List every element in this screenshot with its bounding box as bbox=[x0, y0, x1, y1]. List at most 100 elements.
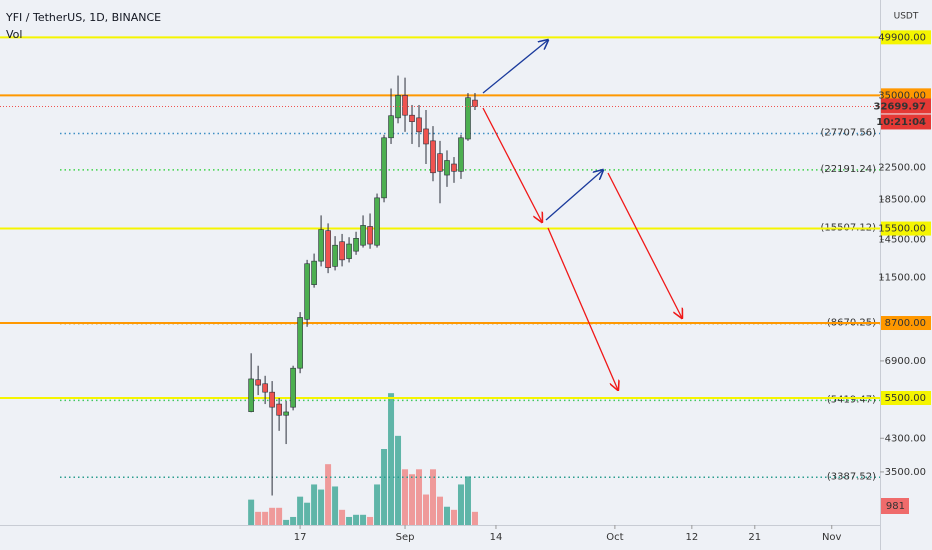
candle-body bbox=[465, 97, 471, 140]
arrow bbox=[545, 170, 603, 221]
volume-bar bbox=[248, 499, 255, 525]
candle-body bbox=[374, 197, 380, 246]
level-label: 5500.00 bbox=[885, 393, 926, 404]
candle-body bbox=[388, 115, 394, 139]
level-tag bbox=[881, 391, 931, 406]
volume-bar bbox=[402, 469, 409, 525]
candle-body bbox=[353, 238, 359, 252]
current-price-label: 32699.97 bbox=[873, 101, 926, 112]
candle-body bbox=[290, 367, 296, 408]
candle-body bbox=[346, 243, 352, 259]
volume-bar bbox=[360, 514, 367, 525]
level-label: 8700.00 bbox=[885, 318, 926, 329]
arrow bbox=[482, 40, 548, 94]
candle-body bbox=[297, 317, 303, 369]
candle-body bbox=[276, 403, 282, 416]
candle-body bbox=[325, 230, 331, 269]
arrow bbox=[482, 107, 542, 222]
candle-body bbox=[451, 163, 457, 172]
candle-body bbox=[269, 391, 275, 408]
volume-bar bbox=[374, 484, 381, 525]
dotted-level-label: (27707.56) bbox=[820, 128, 876, 139]
candle-body bbox=[248, 378, 254, 412]
candle-body bbox=[255, 379, 261, 386]
drawings bbox=[482, 40, 682, 390]
y-tick-label: 6900.00 bbox=[885, 356, 926, 367]
dotted-level-label: (22191.24) bbox=[820, 164, 876, 175]
volume-bar bbox=[346, 516, 353, 525]
candle-body bbox=[409, 114, 415, 122]
volume-bar bbox=[367, 516, 374, 525]
candle-body bbox=[381, 137, 387, 199]
volume-bar bbox=[388, 393, 395, 525]
volume-bar bbox=[457, 484, 464, 525]
volume-bar bbox=[437, 496, 443, 525]
volume-bar bbox=[283, 519, 290, 525]
current-price-tag bbox=[881, 98, 931, 114]
y-tick-label: 18500.00 bbox=[878, 195, 926, 206]
candle-body bbox=[339, 241, 345, 261]
arrow bbox=[607, 172, 682, 318]
plot: 22500.00 18500.00 14500.00 11500.00 6900.00 4… bbox=[0, 30, 931, 543]
volume-tag bbox=[881, 498, 909, 514]
y-tick-label: 11500.00 bbox=[878, 272, 926, 283]
volume-bar bbox=[471, 511, 478, 525]
candle-body bbox=[395, 95, 401, 119]
volume-bar bbox=[290, 516, 297, 525]
volume-bar bbox=[443, 506, 450, 525]
volume-bar bbox=[381, 449, 388, 525]
arrow bbox=[547, 227, 618, 390]
candle-body bbox=[402, 95, 408, 116]
volume-bar bbox=[450, 509, 457, 525]
y-tick-label: 14500.00 bbox=[878, 234, 926, 245]
countdown-tag bbox=[881, 114, 931, 130]
candle-body bbox=[262, 383, 268, 393]
x-tick-label: Oct bbox=[606, 532, 623, 543]
volume-bar bbox=[353, 514, 360, 525]
chart-title: YFI / TetherUS, 1D, BINANCE bbox=[5, 11, 161, 24]
candle-body bbox=[360, 225, 366, 246]
dotted-level-label: (5419.47) bbox=[827, 394, 876, 405]
volume-bar bbox=[255, 511, 262, 525]
volume-bar bbox=[332, 486, 339, 525]
countdown-label: 10:21:04 bbox=[876, 117, 926, 128]
dotted-level-label: (3387.52) bbox=[827, 471, 876, 482]
candle-body bbox=[437, 153, 443, 172]
level-label: 35000.00 bbox=[878, 90, 926, 101]
axis-unit: USDT bbox=[894, 12, 919, 22]
candle-body bbox=[283, 411, 289, 416]
candle-body bbox=[367, 226, 373, 245]
volume-bar bbox=[325, 464, 332, 525]
volume-bar bbox=[464, 476, 471, 525]
candle-body bbox=[472, 99, 478, 107]
y-tick-label: 4300.00 bbox=[885, 433, 926, 444]
y-tick-label: 3500.00 bbox=[885, 467, 926, 478]
candle-body bbox=[430, 140, 436, 174]
x-tick-label: 12 bbox=[685, 532, 698, 543]
volume-label: 981 bbox=[886, 501, 905, 512]
x-tick-label: Nov bbox=[822, 532, 842, 543]
volume-title: Vol bbox=[6, 28, 22, 41]
level-label: 49900.00 bbox=[878, 32, 926, 43]
level-tag bbox=[881, 221, 931, 236]
candle-body bbox=[416, 117, 422, 133]
volume-bar bbox=[297, 496, 304, 525]
volume-bar bbox=[416, 469, 423, 525]
candle-body bbox=[311, 260, 317, 285]
x-tick-label: 14 bbox=[490, 532, 503, 543]
candle-body bbox=[304, 263, 310, 320]
volume-bar bbox=[339, 509, 346, 525]
y-tick-label: 22500.00 bbox=[878, 163, 926, 174]
volume-bar bbox=[262, 511, 269, 525]
volume-bar bbox=[276, 507, 283, 525]
volume-bar bbox=[318, 489, 325, 525]
volume-bar bbox=[311, 484, 318, 525]
candle-body bbox=[423, 128, 429, 145]
x-tick-label: 17 bbox=[294, 532, 307, 543]
x-tick-label: Sep bbox=[396, 532, 415, 543]
candle-body bbox=[458, 137, 464, 172]
volume-bar bbox=[304, 502, 311, 525]
volume-bar bbox=[423, 494, 430, 525]
volume-bar bbox=[395, 435, 402, 525]
